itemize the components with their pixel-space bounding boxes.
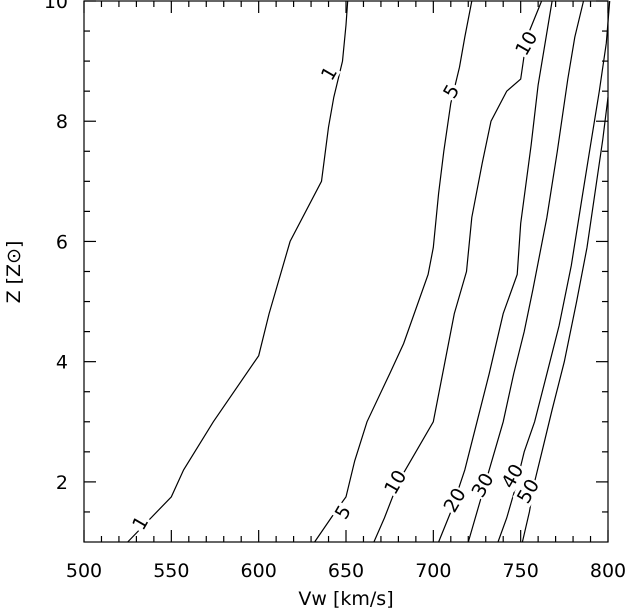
contour-line-5	[314, 0, 473, 543]
contour-label-bg	[439, 483, 470, 517]
contour-label-bg	[510, 26, 542, 60]
y-tick-label: 2	[56, 472, 68, 494]
contour-label-10: 10	[511, 28, 542, 60]
contour-label-bg	[316, 61, 341, 85]
contour-label-30: 30	[468, 469, 499, 501]
x-axis-title: Vw [km/s]	[298, 588, 393, 610]
contour-label-bg	[467, 468, 498, 502]
y-tick-label: 4	[56, 352, 68, 374]
x-tick-label: 700	[415, 560, 451, 582]
contour-label-bg	[330, 500, 355, 524]
x-tick-label: 550	[153, 560, 189, 582]
y-axis-title: Z [Z⊙]	[3, 241, 25, 304]
y-tick-label: 8	[56, 111, 68, 133]
contour-label-20: 20	[440, 484, 471, 516]
contour-line-10	[373, 0, 543, 543]
plot-frame	[83, 0, 609, 543]
contour-line-20	[438, 0, 553, 543]
contour-label-bg	[496, 459, 528, 493]
y-tick-label: 10	[44, 0, 68, 13]
y-tick-label: 6	[56, 231, 68, 253]
x-tick-label: 600	[241, 560, 277, 582]
contour-line-40	[497, 0, 611, 543]
contour-label-bg	[512, 474, 543, 508]
ticks-layer: 500 550 600 650 700 750 800 2 4 6 8 10	[44, 0, 626, 582]
x-tick-label: 750	[503, 560, 539, 582]
contour-label-bg	[438, 79, 464, 103]
contour-label-10: 10	[380, 466, 411, 498]
x-tick-label: 500	[66, 560, 102, 582]
contour-label-bg	[127, 511, 153, 535]
contour-line-30	[467, 0, 585, 543]
contours-layer	[127, 0, 611, 543]
x-tick-label: 800	[590, 560, 626, 582]
x-tick-label: 650	[328, 560, 364, 582]
contour-label-bg	[379, 465, 411, 499]
contour-line-1	[127, 0, 349, 543]
contour-line-50	[521, 97, 609, 543]
